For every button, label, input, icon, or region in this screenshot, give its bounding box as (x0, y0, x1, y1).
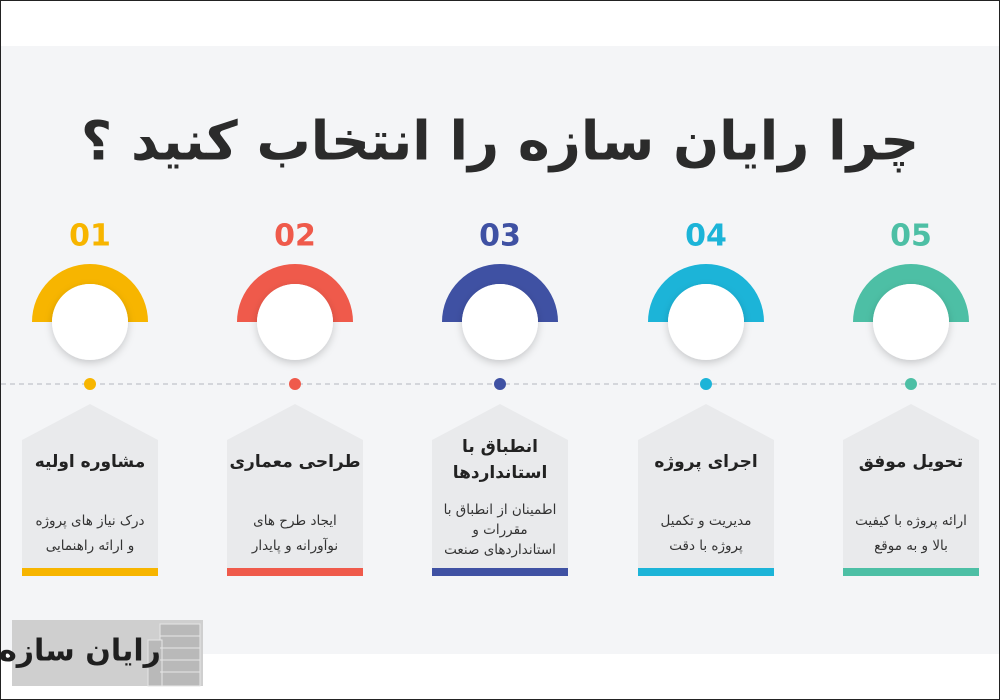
timeline-dot (494, 378, 506, 390)
logo: رایان سازه (0, 620, 203, 687)
step-number: 04 (685, 219, 727, 254)
step-title: تحویل موفق (859, 452, 963, 472)
step-description: نوآورانه و پایدار (251, 537, 338, 554)
title: چرا رایان سازه را انتخاب کنید ؟ (81, 110, 919, 173)
step-description: بالا و به موقع (874, 538, 948, 554)
step-card (22, 404, 158, 570)
step-bar (843, 568, 979, 576)
step-arc (648, 264, 764, 322)
step-card (638, 404, 774, 570)
step-title: اجرای پروژه (654, 452, 757, 472)
step-arc (32, 264, 148, 322)
step-circle (52, 284, 128, 360)
step-description: درک نیاز های پروژه (35, 513, 144, 529)
step-circle (257, 284, 333, 360)
timeline-dot (289, 378, 301, 390)
step-arc (442, 264, 558, 322)
step-bar (227, 568, 363, 576)
step-description: مدیریت و تکمیل (661, 513, 752, 529)
step-title: طراحی معماری (229, 452, 360, 472)
step-description: و ارائه راهنمایی (46, 538, 135, 554)
step-arc (853, 264, 969, 322)
step-description: پروژه با دقت (669, 538, 743, 554)
timeline-dot (700, 378, 712, 390)
step-bar (638, 568, 774, 576)
step-title: استانداردها (453, 463, 548, 483)
step-description: اطمینان از انطباق با (444, 502, 557, 518)
step-circle (462, 284, 538, 360)
timeline-dot (84, 378, 96, 390)
step-description: مقررات و (471, 522, 527, 538)
step-number: 02 (274, 219, 316, 254)
timeline-dot (905, 378, 917, 390)
step-number: 03 (479, 219, 521, 254)
step-number: 01 (69, 219, 111, 254)
step-number: 05 (890, 219, 932, 254)
step-circle (873, 284, 949, 360)
logo-building (147, 623, 201, 687)
step-card (432, 404, 568, 570)
step-bar (432, 568, 568, 576)
step-description: ایجاد طرح های (253, 513, 337, 529)
step-description: ارائه پروژه با کیفیت (855, 513, 967, 529)
step-arc (237, 264, 353, 322)
step-card (843, 404, 979, 570)
step-title: مشاوره اولیه (35, 452, 146, 472)
step-description: استانداردهای صنعت (444, 542, 556, 558)
step-bar (22, 568, 158, 576)
logo-text: رایان سازه (0, 634, 161, 669)
step-card (227, 404, 363, 570)
step-circle (668, 284, 744, 360)
step-title: انطباق با (462, 437, 538, 457)
